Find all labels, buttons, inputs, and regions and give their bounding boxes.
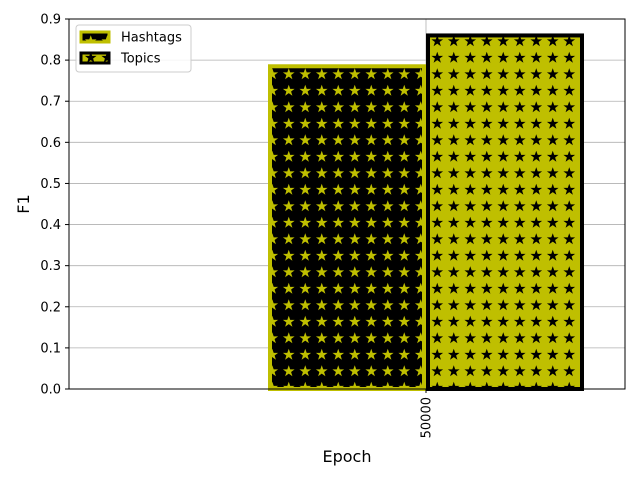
y-tick-label: 0.8: [40, 54, 61, 69]
legend-label-topics: Topics: [120, 52, 161, 67]
y-tick-label: 0.0: [40, 383, 61, 398]
y-axis-label: F1: [14, 194, 33, 213]
bar-hashtags: [268, 64, 426, 392]
y-tick-label: 0.3: [40, 259, 61, 274]
x-axis: 50000: [420, 389, 435, 438]
plot-frame: [68, 18, 626, 390]
y-tick-label: 0.7: [40, 95, 61, 110]
legend: Hashtags Topics: [75, 24, 192, 73]
y-axis: 0.0 0.1 0.2 0.3 0.4 0.5 0.6 0.7 0.8 0.9: [40, 13, 69, 398]
y-tick-label: 0.6: [40, 136, 61, 151]
legend-label-hashtags: Hashtags: [121, 31, 182, 46]
x-tick-label: 50000: [420, 397, 435, 438]
legend-swatch-hashtags: [79, 30, 111, 44]
bars-group: [268, 33, 584, 392]
y-tick-label: 0.2: [40, 300, 61, 315]
bar-topics: [426, 33, 584, 391]
y-tick-label: 0.9: [40, 13, 61, 28]
y-tick-label: 0.4: [40, 218, 61, 233]
x-axis-label: Epoch: [323, 447, 372, 466]
y-tick-label: 0.5: [40, 177, 61, 192]
legend-swatch-topics: [79, 51, 111, 65]
y-tick-label: 0.1: [40, 341, 61, 356]
